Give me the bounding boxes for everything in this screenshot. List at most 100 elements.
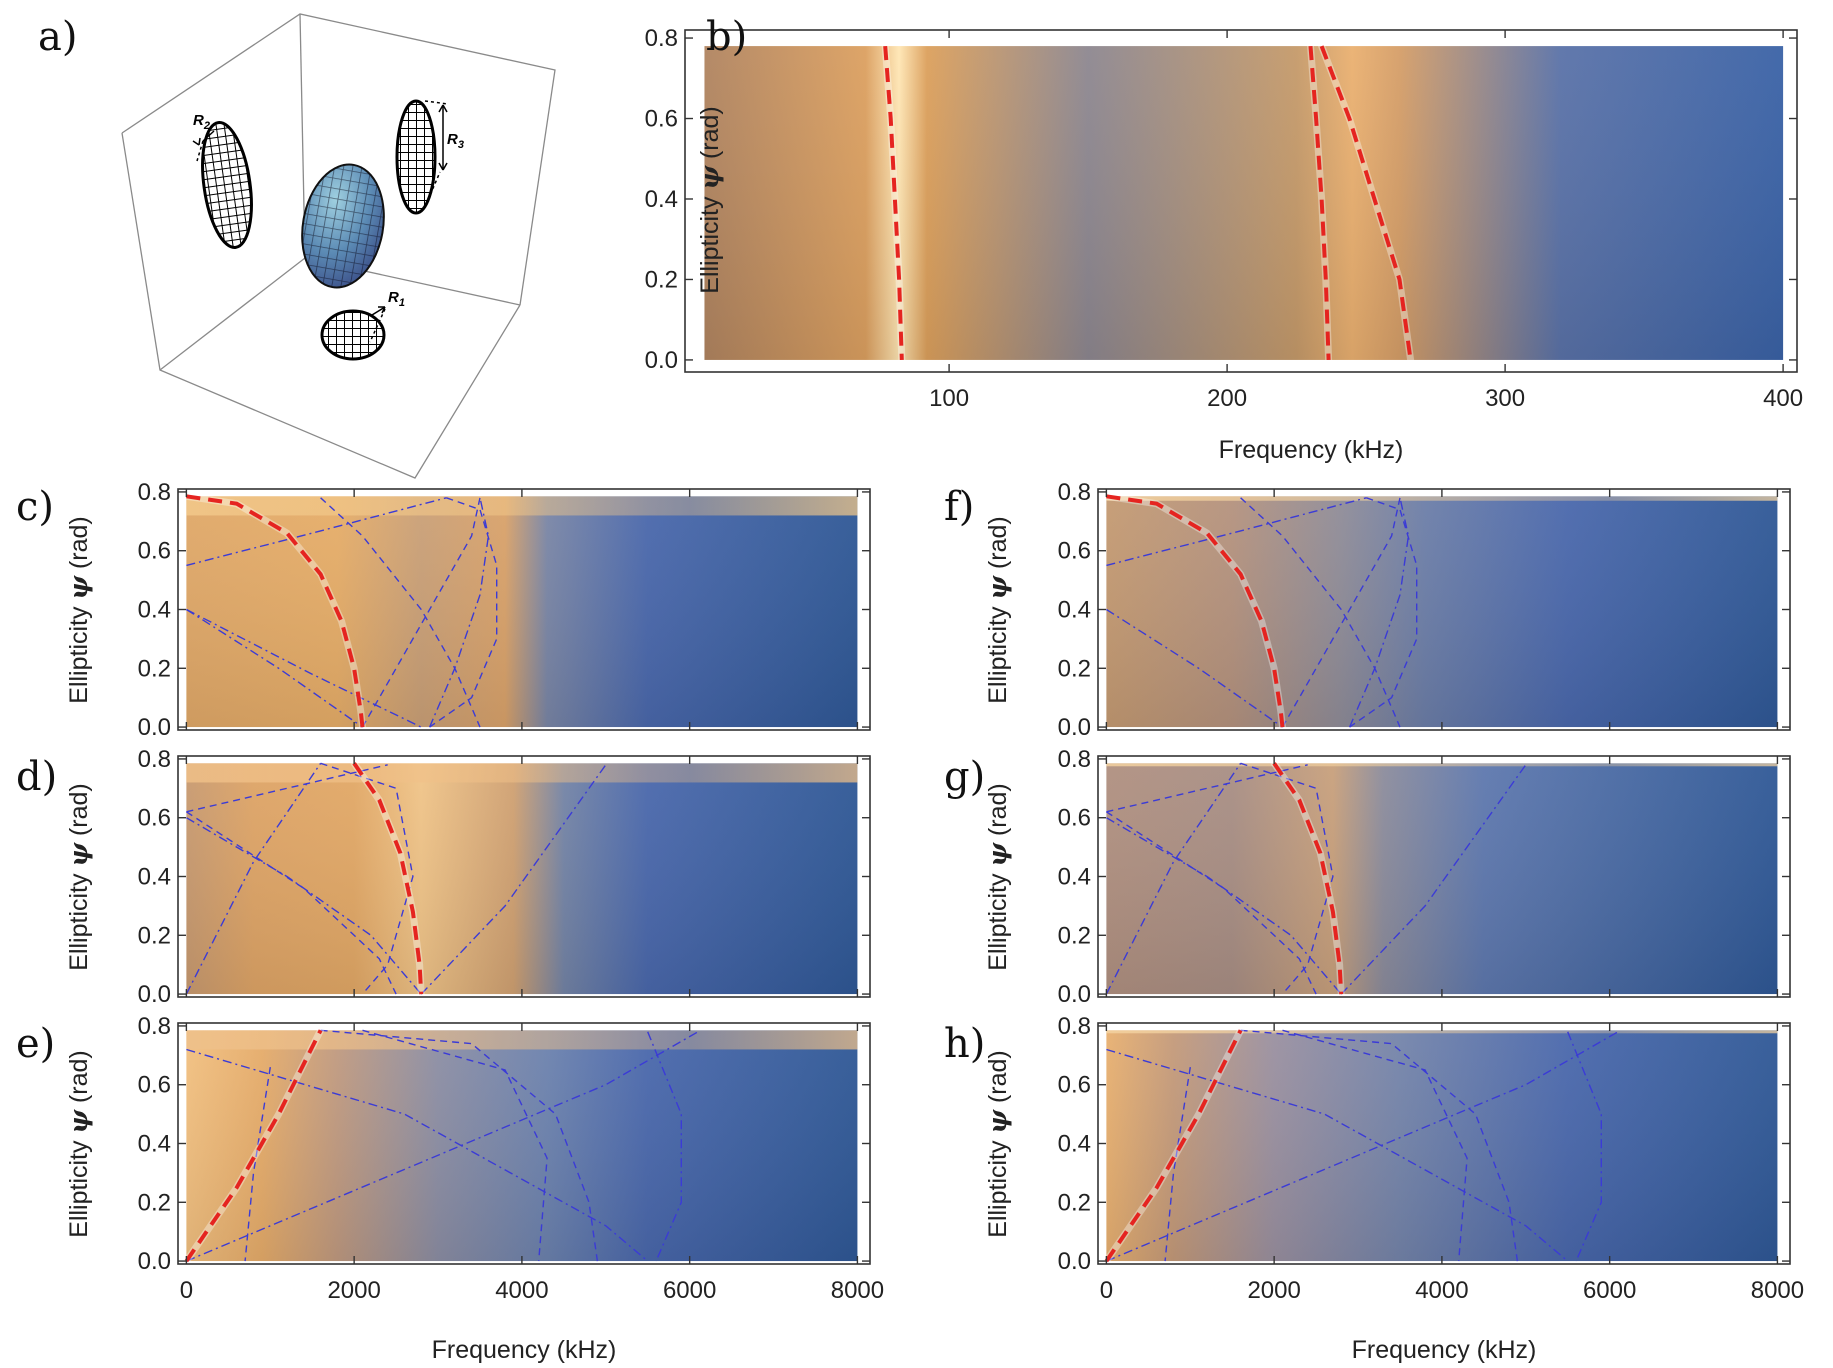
panel-a: a) R2 R3 R1: [38, 13, 556, 479]
blue-guide-curve: [1106, 1048, 1569, 1262]
y-tick-label: 0.0: [1058, 714, 1091, 741]
blue-guide-curve: [186, 817, 422, 995]
heatmap-shading: [1106, 763, 1778, 995]
ellipsoid: [301, 163, 385, 289]
y-tick-label: 0.8: [138, 1013, 171, 1040]
blue-guide-curve: [1240, 497, 1401, 728]
y-tick-label: 0.4: [1058, 597, 1091, 624]
blue-guide-curve: [186, 608, 422, 728]
heatmap-shading: [186, 496, 858, 728]
panel-f: 0.0 0.2 0.4 0.6 0.8 f) Ellipticity ψ (rad): [944, 479, 1791, 741]
x-tick-label: 8000: [1751, 1277, 1804, 1304]
red-mode-curve: [186, 494, 365, 728]
blue-guide-curve: [1106, 1031, 1619, 1262]
y-axis-label: Ellipticity ψ (rad): [64, 1050, 93, 1237]
y-tick-label: 0.0: [1058, 1248, 1091, 1275]
y-tick-label: 0.6: [1058, 805, 1091, 832]
y-axis-label: Ellipticity ψ (rad): [64, 516, 93, 703]
y-tick-label: 0.4: [645, 186, 678, 213]
blue-guide-curve: [186, 1048, 649, 1262]
blue-guide-curve: [186, 497, 447, 567]
blue-guide-curve: [320, 497, 481, 728]
y-tick-label: 0.2: [1058, 922, 1091, 949]
red-curve-glow: [1270, 759, 1345, 998]
panel-letter-h: h): [944, 1021, 985, 1067]
y-tick-label: 0.4: [138, 1131, 171, 1158]
x-tick-label: 4000: [495, 1277, 548, 1304]
y-tick-label: 0.6: [138, 1072, 171, 1099]
x-tick-label: 300: [1485, 385, 1525, 412]
panel-letter-d: d): [16, 754, 57, 800]
blue-guide-curve: [1106, 817, 1342, 995]
top-band: [186, 496, 858, 516]
blue-guide-curve: [429, 497, 498, 728]
blue-guide-curve: [1106, 497, 1367, 567]
projection-r3-ellipse: [395, 99, 437, 215]
x-tick-label: 0: [180, 1277, 193, 1304]
y-tick-label: 0.8: [1058, 1013, 1091, 1040]
blue-guide-curve: [1282, 1029, 1468, 1262]
y-tick-label: 0.2: [138, 655, 171, 682]
top-band: [1106, 1030, 1778, 1034]
y-tick-label: 0.4: [138, 864, 171, 891]
y-tick-label: 0.6: [1058, 538, 1091, 565]
x-tick-label: 100: [929, 385, 969, 412]
y-axis-label: Ellipticity ψ (rad): [695, 106, 724, 293]
top-band: [186, 763, 858, 783]
y-tick-label: 0.0: [1058, 981, 1091, 1008]
y-tick-label: 0.8: [1058, 746, 1091, 773]
y-axis-label: Ellipticity ψ (rad): [983, 783, 1012, 970]
blue-guide-curve: [186, 1031, 699, 1262]
x-axis-label: Frequency (kHz): [1352, 1336, 1537, 1364]
x-tick-label: 0: [1100, 1277, 1113, 1304]
y-tick-label: 0.4: [1058, 1131, 1091, 1158]
red-mode-curve: [1319, 45, 1413, 361]
y-tick-label: 0.0: [138, 714, 171, 741]
red-curve-glow: [350, 759, 425, 998]
x-tick-label: 2000: [327, 1277, 380, 1304]
y-tick-label: 0.0: [138, 981, 171, 1008]
panel-c: 0.0 0.2 0.4 0.6 0.8 c) Ellipticity ψ (rad): [16, 479, 871, 741]
blue-guide-curve: [1106, 764, 1308, 813]
y-tick-label: 0.0: [138, 1248, 171, 1275]
x-tick-label: 8000: [831, 1277, 884, 1304]
red-mode-curve: [1104, 1029, 1243, 1263]
blue-guide-curve: [1240, 762, 1334, 995]
arrow-r2: [192, 130, 215, 162]
x-tick-label: 4000: [1415, 1277, 1468, 1304]
blue-guide-curve: [1240, 1029, 1519, 1262]
arrow-r1: [369, 306, 386, 343]
label-r2: R2: [193, 112, 210, 132]
y-tick-label: 0.6: [138, 805, 171, 832]
blue-guide-curve: [320, 762, 414, 995]
heatmap-shading: [704, 46, 1784, 360]
projection-r1-ellipse: [320, 309, 386, 361]
x-tick-label: 2000: [1247, 1277, 1300, 1304]
y-tick-label: 0.0: [645, 347, 678, 374]
y-axis-label: Ellipticity ψ (rad): [983, 1050, 1012, 1237]
panel-h: 0.0 0.2 0.4 0.6 0.8 0 2000 4000 6000 8000 h)Ellipt…: [944, 1013, 1804, 1364]
y-tick-label: 0.6: [645, 106, 678, 133]
heatmap-shading: [186, 1030, 858, 1262]
y-tick-label: 0.4: [1058, 864, 1091, 891]
red-mode-curve: [883, 45, 904, 360]
y-tick-label: 0.4: [138, 597, 171, 624]
heatmap-shading: [1106, 1030, 1778, 1262]
panel-letter-c: c): [16, 484, 54, 530]
y-tick-label: 0.8: [1058, 479, 1091, 506]
x-tick-label: 400: [1763, 385, 1803, 412]
y-tick-label: 0.6: [138, 538, 171, 565]
top-band: [186, 1030, 858, 1050]
x-axis-label: Frequency (kHz): [432, 1336, 617, 1364]
blue-guide-curve: [1349, 497, 1418, 728]
blue-guide-curve: [1567, 1031, 1602, 1262]
blue-guide-curve: [361, 497, 481, 728]
y-tick-label: 0.6: [1058, 1072, 1091, 1099]
x-axis-label: Frequency (kHz): [1219, 436, 1404, 464]
blue-guide-curve: [186, 608, 363, 728]
y-tick-label: 0.2: [645, 266, 678, 293]
heatmap-shading: [186, 763, 858, 995]
x-tick-label: 200: [1207, 385, 1247, 412]
y-tick-label: 0.2: [138, 922, 171, 949]
